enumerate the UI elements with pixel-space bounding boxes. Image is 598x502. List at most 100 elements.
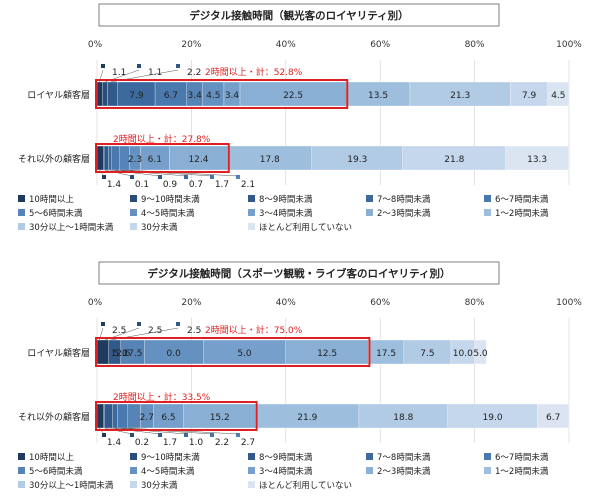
bar-segment xyxy=(104,146,108,170)
legend-swatch xyxy=(18,467,25,474)
legend-swatch xyxy=(18,481,25,488)
small-data-label: 2.7 xyxy=(241,438,255,448)
small-label-marker xyxy=(184,433,188,437)
legend-swatch xyxy=(248,195,255,202)
bar-segment xyxy=(97,82,102,106)
data-label: 21.8 xyxy=(444,155,464,165)
data-label: 5.0 xyxy=(473,349,488,359)
legend-label: 30分未満 xyxy=(141,222,178,233)
axis-tick-label: 0% xyxy=(88,298,103,308)
data-label: 12.5 xyxy=(317,349,337,359)
data-label: 4.5 xyxy=(551,91,565,101)
bar-segment xyxy=(105,404,113,428)
legend-swatch xyxy=(248,481,255,488)
legend-label: 7～8時間未満 xyxy=(377,194,431,205)
legend-label: 1～2時間未満 xyxy=(495,208,549,219)
bar-segment xyxy=(113,404,118,428)
legend-label: 30分未満 xyxy=(141,480,178,491)
legend-swatch xyxy=(484,209,491,216)
small-data-label: 2.5 xyxy=(187,326,201,336)
data-label: 4.5 xyxy=(206,91,220,101)
legend-swatch xyxy=(484,467,491,474)
axis-tick-label: 60% xyxy=(370,298,390,308)
chart-sports-live: デジタル接触時間（スポーツ観戦・ライブ客のロイヤリティ別）0%20%40%60%… xyxy=(0,258,598,498)
data-label: 7.9 xyxy=(129,91,144,101)
legend-swatch xyxy=(248,453,255,460)
data-label: 13.3 xyxy=(527,155,547,165)
data-label: 7.9 xyxy=(522,91,537,101)
small-label-marker xyxy=(184,175,188,179)
data-label: 6.1 xyxy=(148,155,162,165)
small-data-label: 2.5 xyxy=(112,326,126,336)
small-data-label: 1.1 xyxy=(112,68,126,78)
small-data-label: 2.2 xyxy=(187,68,201,78)
bar-segment xyxy=(97,340,109,364)
data-label: 13.5 xyxy=(368,91,388,101)
legend-label: ほとんど利用していない xyxy=(259,222,352,233)
data-label: 0.0 xyxy=(167,349,182,359)
axis-tick-label: 0% xyxy=(88,40,103,50)
legend-label: ほとんど利用していない xyxy=(259,480,352,491)
legend-label: 9～10時間未満 xyxy=(141,194,200,205)
legend-swatch xyxy=(484,195,491,202)
legend-label: 8～9時間未満 xyxy=(259,194,313,205)
data-label: 2.7 xyxy=(140,413,154,423)
axis-tick-label: 100% xyxy=(556,40,582,50)
small-label-marker xyxy=(101,322,105,326)
chart-title: デジタル接触時間（観光客のロイヤリティ別） xyxy=(189,9,408,22)
legend-label: 1～2時間未満 xyxy=(495,466,549,477)
data-label: 6.7 xyxy=(546,413,560,423)
bar-segment xyxy=(128,404,141,428)
bar-segment xyxy=(117,404,127,428)
legend-swatch xyxy=(366,209,373,216)
legend-swatch xyxy=(248,223,255,230)
axis-tick-label: 40% xyxy=(276,40,296,50)
legend-swatch xyxy=(18,209,25,216)
data-label: 3.4 xyxy=(225,91,240,101)
legend-label: 10時間以上 xyxy=(29,195,74,205)
axis-tick-label: 60% xyxy=(370,40,390,50)
small-data-label: 1.4 xyxy=(107,438,122,448)
annotation-total: 2時間以上・計：52.8% xyxy=(205,66,303,78)
data-label: 17.5 xyxy=(122,349,142,359)
legend-label: 10時間以上 xyxy=(29,453,74,463)
legend-swatch xyxy=(130,223,137,230)
legend-label: 30分以上～1時間未満 xyxy=(29,222,114,233)
data-label: 3.4 xyxy=(188,91,203,101)
legend-label: 2～3時間未満 xyxy=(377,208,431,219)
data-label: 15.2 xyxy=(210,413,230,423)
legend-label: 5～6時間未満 xyxy=(29,466,83,477)
data-label: 12.4 xyxy=(188,155,208,165)
category-label: それ以外の顧客層 xyxy=(18,153,90,165)
small-label-marker xyxy=(210,433,214,437)
data-label: 18.8 xyxy=(393,413,413,423)
legend-label: 4～5時間未満 xyxy=(141,208,195,219)
bar-segment xyxy=(102,82,107,106)
annotation-total: 2時間以上・計：33.5% xyxy=(113,391,211,403)
legend-label: 2～3時間未満 xyxy=(377,466,431,477)
legend-swatch xyxy=(248,467,255,474)
small-data-label: 2.1 xyxy=(241,180,255,190)
data-label: 6.5 xyxy=(161,413,175,423)
small-data-label: 1.0 xyxy=(189,438,204,448)
small-label-marker xyxy=(101,64,105,68)
category-label: それ以外の顧客層 xyxy=(18,411,90,423)
legend-label: 4～5時間未満 xyxy=(141,466,195,477)
axis-tick-label: 20% xyxy=(181,40,201,50)
chart-tourists: デジタル接触時間（観光客のロイヤリティ別）0%20%40%60%80%100%ロ… xyxy=(0,0,598,240)
legend-label: 9～10時間未満 xyxy=(141,452,200,463)
chart-tourists-svg: デジタル接触時間（観光客のロイヤリティ別）0%20%40%60%80%100%ロ… xyxy=(0,0,598,240)
data-label: 5.0 xyxy=(237,349,252,359)
axis-tick-label: 40% xyxy=(276,298,296,308)
legend-label: 6～7時間未満 xyxy=(495,194,549,205)
legend-swatch xyxy=(130,453,137,460)
small-label-marker xyxy=(176,64,180,68)
data-label: 7.5 xyxy=(420,349,434,359)
small-data-label: 0.2 xyxy=(135,438,149,448)
legend-label: 3～4時間未満 xyxy=(259,208,313,219)
axis-tick-label: 80% xyxy=(465,40,485,50)
small-label-marker xyxy=(236,175,240,179)
annotation-total: 2時間以上・計：75.0% xyxy=(205,324,303,336)
legend-swatch xyxy=(130,467,137,474)
data-label: 17.8 xyxy=(260,155,280,165)
